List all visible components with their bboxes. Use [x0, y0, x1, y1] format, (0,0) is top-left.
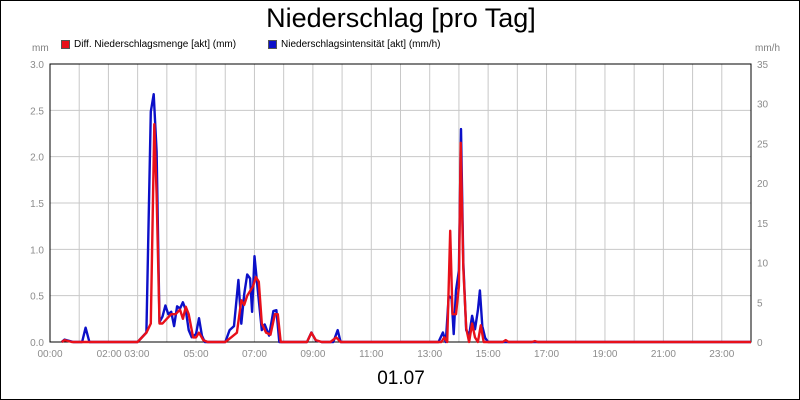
x-axis-date-label: 01.07: [377, 368, 425, 389]
x-tick-label: 11:00: [359, 349, 384, 360]
legend-item-menge: Diff. Niederschlagsmenge [akt] (mm): [61, 39, 236, 50]
legend-label-intensitaet: Niederschlagsintensität [akt] (mm/h): [281, 39, 441, 50]
y-right-tick-label: 30: [757, 100, 769, 111]
y-left-tick-label: 2.0: [30, 153, 44, 164]
x-tick-label: 15:00: [476, 349, 501, 360]
left-axis-unit: mm: [32, 43, 49, 54]
x-tick-label: 09:00: [300, 349, 325, 360]
x-tick-label: 00:00: [37, 349, 62, 360]
y-right-tick-label: 5: [757, 298, 763, 309]
x-tick-label: 21:00: [651, 349, 676, 360]
y-left-tick-label: 0.5: [30, 292, 44, 303]
legend-label-menge: Diff. Niederschlagsmenge [akt] (mm): [74, 39, 237, 50]
y-right-tick-label: 0: [757, 338, 763, 349]
x-tick-label: 19:00: [592, 349, 617, 360]
x-tick-label: 02:00 03:00: [97, 349, 150, 360]
chart-title: Niederschlag [pro Tag]: [266, 3, 536, 33]
x-tick-label: 13:00: [417, 349, 442, 360]
legend-swatch-red: [61, 40, 70, 49]
y-right-tick-label: 35: [757, 60, 769, 71]
y-left-tick-label: 1.0: [30, 245, 44, 256]
series-line-niederschlagsintensitaet: [60, 93, 751, 344]
x-tick-label: 05:00: [184, 349, 209, 360]
legend-item-intensitaet: Niederschlagsintensität [akt] (mm/h): [268, 39, 441, 50]
y-left-tick-label: 1.5: [30, 199, 44, 210]
y-right-tick-label: 10: [757, 259, 769, 270]
y-left-tick-label: 0.0: [30, 338, 44, 349]
y-left-tick-label: 2.5: [30, 106, 44, 117]
y-right-tick-label: 15: [757, 219, 769, 230]
x-tick-label: 07:00: [242, 349, 267, 360]
x-tick-label: 23:00: [709, 349, 734, 360]
y-right-tick-label: 25: [757, 139, 769, 150]
y-left-tick-label: 3.0: [30, 60, 44, 71]
right-axis-unit: mm/h: [755, 43, 780, 54]
legend-swatch-blue: [268, 40, 277, 49]
series-line-niederschlagsmenge: [61, 123, 751, 344]
y-right-tick-label: 20: [757, 179, 769, 190]
x-tick-label: 17:00: [534, 349, 559, 360]
